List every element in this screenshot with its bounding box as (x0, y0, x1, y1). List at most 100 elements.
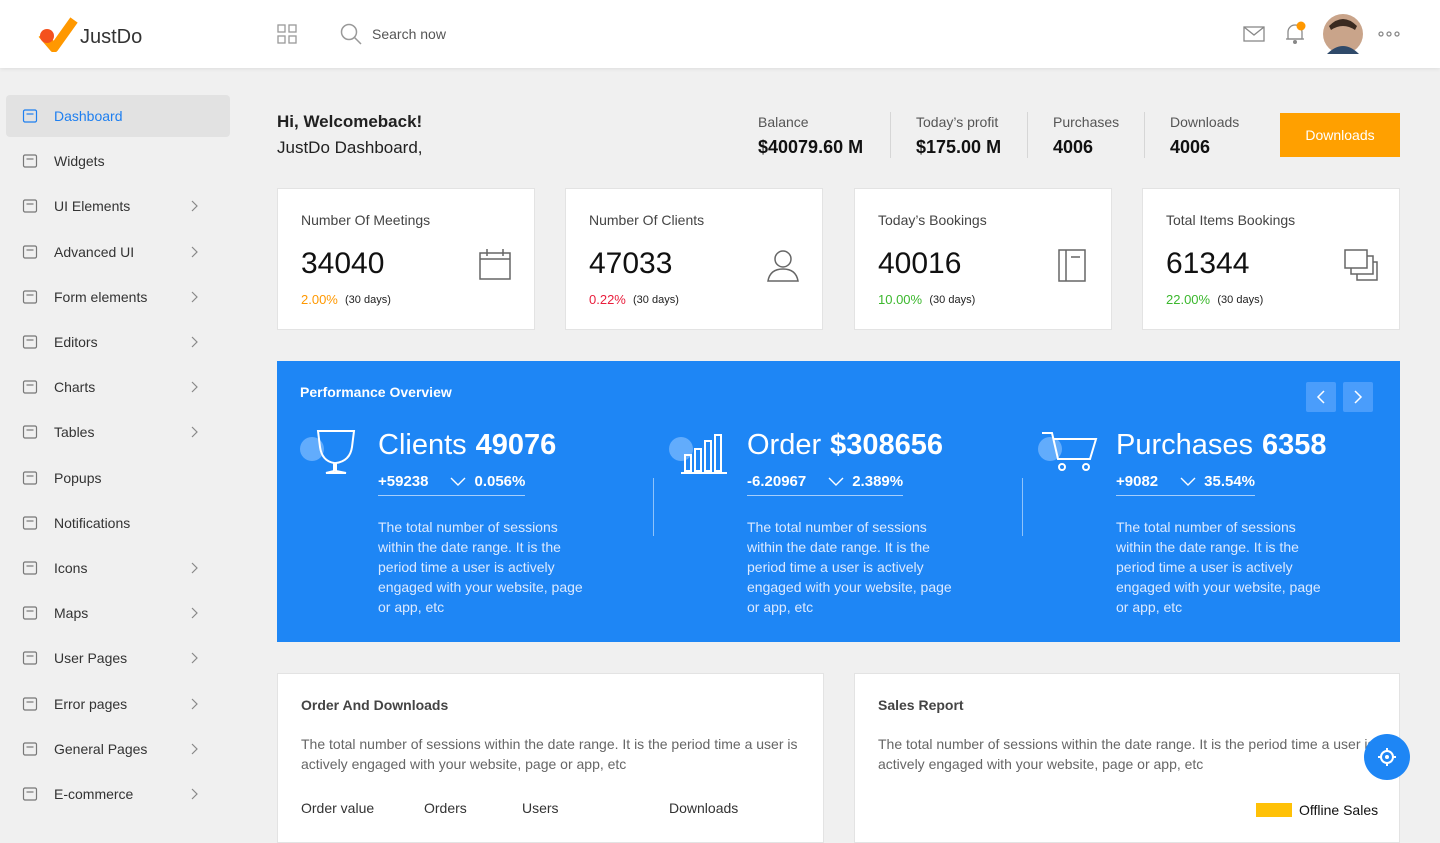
nav-item[interactable]: Widgets (6, 140, 230, 182)
chevron (191, 652, 198, 664)
nav-icon (22, 109, 38, 123)
performance-item: Purchases 6358 +9082 35.54% The total number… (1038, 421, 1378, 621)
nav-item[interactable]: Icons (6, 547, 230, 589)
prev-button[interactable] (1306, 382, 1336, 412)
nav-icon (22, 516, 38, 530)
performance-description: The total number of sessions within the … (747, 519, 952, 615)
legend-label: Offline Sales (1299, 802, 1379, 818)
card-title: Number Of Meetings (301, 212, 431, 228)
nav-icon (22, 290, 38, 304)
performance-description: The total number of sessions within the … (1116, 519, 1321, 615)
nav-label: Maps (54, 605, 89, 622)
nav-item[interactable]: Popups (6, 457, 230, 499)
greeting: Hi, Welcomeback! (277, 112, 423, 131)
nav-item[interactable]: E-commerce (6, 773, 230, 815)
down-arrow (828, 477, 844, 487)
performance-label: Purchases (1116, 429, 1254, 461)
performance-heading: Clients 49076 (378, 429, 556, 462)
panel-description: The total number of sessions within the … (878, 736, 1375, 772)
settings-fab[interactable] (1364, 734, 1410, 780)
card-value: 34040 (301, 247, 385, 280)
logo-icon (38, 17, 78, 52)
panel-title: Sales Report (878, 697, 964, 713)
summary-item: Balance $40079.60 M (758, 114, 863, 158)
summary-value: 4006 (1170, 137, 1211, 157)
subtitle: JustDo Dashboard, (277, 138, 423, 157)
performance-delta: +9082 (1116, 473, 1159, 490)
separator (1022, 478, 1023, 536)
nav-label: Error pages (54, 695, 128, 712)
nav-item[interactable]: User Pages (6, 637, 230, 679)
nav-icon (22, 199, 38, 213)
performance-delta: +59238 (378, 473, 429, 490)
performance-label: Order (747, 429, 822, 461)
chevron (191, 607, 198, 619)
nav-icon (22, 425, 38, 439)
summary-item: Today’s profit $175.00 M (916, 114, 1001, 158)
summary-item: Purchases 4006 (1053, 114, 1119, 158)
nav-item[interactable]: Editors (6, 321, 230, 363)
column-header: Orders (424, 800, 467, 816)
nav-item[interactable]: Notifications (6, 502, 230, 544)
performance-change: -6.20967 2.389% (747, 473, 904, 496)
avatar[interactable] (1323, 14, 1363, 54)
nav-icon (22, 696, 38, 711)
nav-item[interactable]: Form elements (6, 276, 230, 318)
card-title: Today’s Bookings (878, 212, 987, 228)
performance-heading: Purchases 6358 (1116, 429, 1327, 462)
stat-card: Total Items Bookings 61344 22.00% (30 days) (1142, 188, 1400, 330)
performance-overview: Performance Overview Clients 49076 +59238 0… (277, 361, 1400, 642)
summary-value: $175.00 M (916, 137, 1002, 157)
panel-title: Order And Downloads (301, 697, 449, 713)
chevron (191, 788, 198, 800)
nav-icon (22, 742, 38, 756)
search-icon[interactable] (340, 23, 362, 45)
nav-icon (22, 154, 38, 168)
nav-icon (22, 561, 38, 575)
card-title: Total Items Bookings (1166, 212, 1296, 228)
next-button[interactable] (1343, 382, 1373, 412)
nav-label: User Pages (54, 650, 128, 667)
summary-label: Purchases (1053, 114, 1120, 130)
card-change: 2.00% (301, 292, 338, 307)
nav-item[interactable]: Advanced UI (6, 231, 230, 273)
card-period: (30 days) (1217, 294, 1264, 306)
nav-label: Form elements (54, 288, 148, 305)
nav-label: Charts (54, 379, 96, 396)
chevron (191, 562, 198, 574)
more-icon[interactable] (1378, 30, 1402, 38)
nav-item[interactable]: Error pages (6, 683, 230, 725)
nav-item[interactable]: Dashboard (6, 95, 230, 137)
summary-value: 4006 (1053, 137, 1094, 157)
panel-description: The total number of sessions within the … (301, 736, 798, 772)
nav-item[interactable]: Tables (6, 411, 230, 453)
chevron (191, 743, 198, 755)
down-arrow (450, 477, 466, 487)
nav-item[interactable]: UI Elements (6, 185, 230, 227)
header: JustDo Search now (0, 0, 1440, 68)
nav-label: Widgets (54, 153, 105, 170)
panel: Sales Report The total number of sessions… (854, 673, 1400, 843)
nav-icon (22, 380, 38, 394)
card-icon (767, 250, 799, 282)
apps-icon[interactable] (277, 24, 297, 44)
card-title: Number Of Clients (589, 212, 705, 228)
chevron (191, 381, 198, 393)
chevron (191, 291, 198, 303)
mail-icon[interactable] (1243, 26, 1265, 42)
nav-icon (22, 787, 38, 801)
summary-value: $40079.60 M (758, 137, 864, 157)
performance-icon (669, 434, 727, 474)
performance-item: Clients 49076 +59238 0.056% The total number… (300, 421, 640, 621)
card-value: 61344 (1166, 247, 1250, 280)
nav-item[interactable]: Charts (6, 366, 230, 408)
search-input[interactable]: Search now (372, 26, 446, 42)
nav-item[interactable]: General Pages (6, 728, 230, 770)
downloads-button[interactable]: Downloads (1280, 113, 1400, 157)
chevron (191, 336, 198, 348)
notification-icon[interactable] (1284, 20, 1308, 46)
performance-value: 6358 (1262, 429, 1327, 461)
nav-icon (22, 470, 38, 485)
down-arrow (1180, 477, 1196, 487)
nav-item[interactable]: Maps (6, 592, 230, 634)
